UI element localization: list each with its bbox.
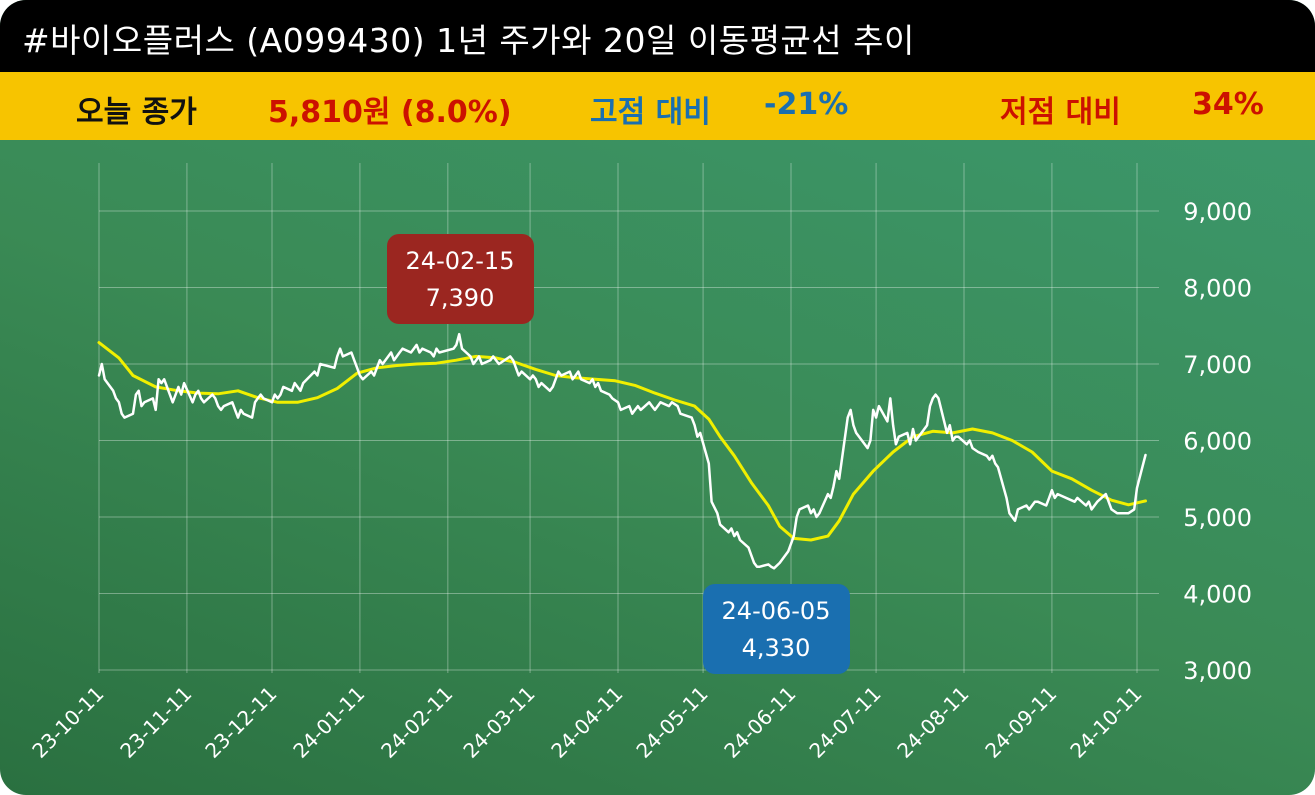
x-tick-label: 24-09-11 [980, 682, 1061, 763]
high-callout-value: 7,390 [426, 284, 495, 312]
y-tick-label: 9,000 [1183, 198, 1252, 226]
x-tick-label: 24-05-11 [631, 682, 712, 763]
y-tick-label: 7,000 [1183, 351, 1252, 379]
y-tick-label: 5,000 [1183, 504, 1252, 532]
x-tick-label: 24-07-11 [804, 682, 885, 763]
y-tick-label: 4,000 [1183, 581, 1252, 609]
y-tick-label: 8,000 [1183, 275, 1252, 303]
close-label: 오늘 종가 [76, 95, 197, 130]
x-tick-label: 24-04-11 [546, 682, 627, 763]
low-compare-label: 저점 대비 [1000, 95, 1121, 130]
high-callout [387, 234, 534, 324]
price-chart: 23-10-11 23-11-11 23-12-11 24-01-11 24-02-11… [27, 163, 1252, 763]
high-compare-label: 고점 대비 [590, 95, 711, 130]
summary-bar: 오늘 종가 5,810원 (8.0%) 고점 대비 -21% 저점 대비 34% [0, 72, 1315, 140]
low-compare-value: 34% [1192, 87, 1264, 122]
x-tick-label: 23-10-11 [27, 682, 108, 763]
x-tick-label: 24-02-11 [376, 682, 457, 763]
x-tick-label: 24-10-11 [1065, 682, 1146, 763]
x-tick-label: 24-01-11 [288, 682, 369, 763]
x-tick-label: 23-12-11 [200, 682, 281, 763]
close-value: 5,810원 (8.0%) [268, 95, 512, 130]
low-callout-value: 4,330 [742, 634, 811, 662]
y-tick-label: 3,000 [1183, 657, 1252, 685]
x-tick-label: 24-03-11 [458, 682, 539, 763]
low-callout-date: 24-06-05 [722, 597, 831, 625]
low-callout [703, 584, 850, 674]
close-price-line [97, 332, 1147, 570]
page-title: #바이오플러스 (A099430) 1년 주가와 20일 이동평균선 추이 [22, 21, 915, 60]
x-tick-label: 23-11-11 [115, 682, 196, 763]
x-tick-label: 24-08-11 [892, 682, 973, 763]
title-bar: #바이오플러스 (A099430) 1년 주가와 20일 이동평균선 추이 [0, 0, 1315, 72]
high-compare-value: -21% [764, 87, 849, 122]
high-callout-date: 24-02-15 [406, 247, 515, 275]
x-tick-label: 24-06-11 [719, 682, 800, 763]
y-tick-label: 6,000 [1183, 428, 1252, 456]
moving-average-line [97, 341, 1147, 542]
